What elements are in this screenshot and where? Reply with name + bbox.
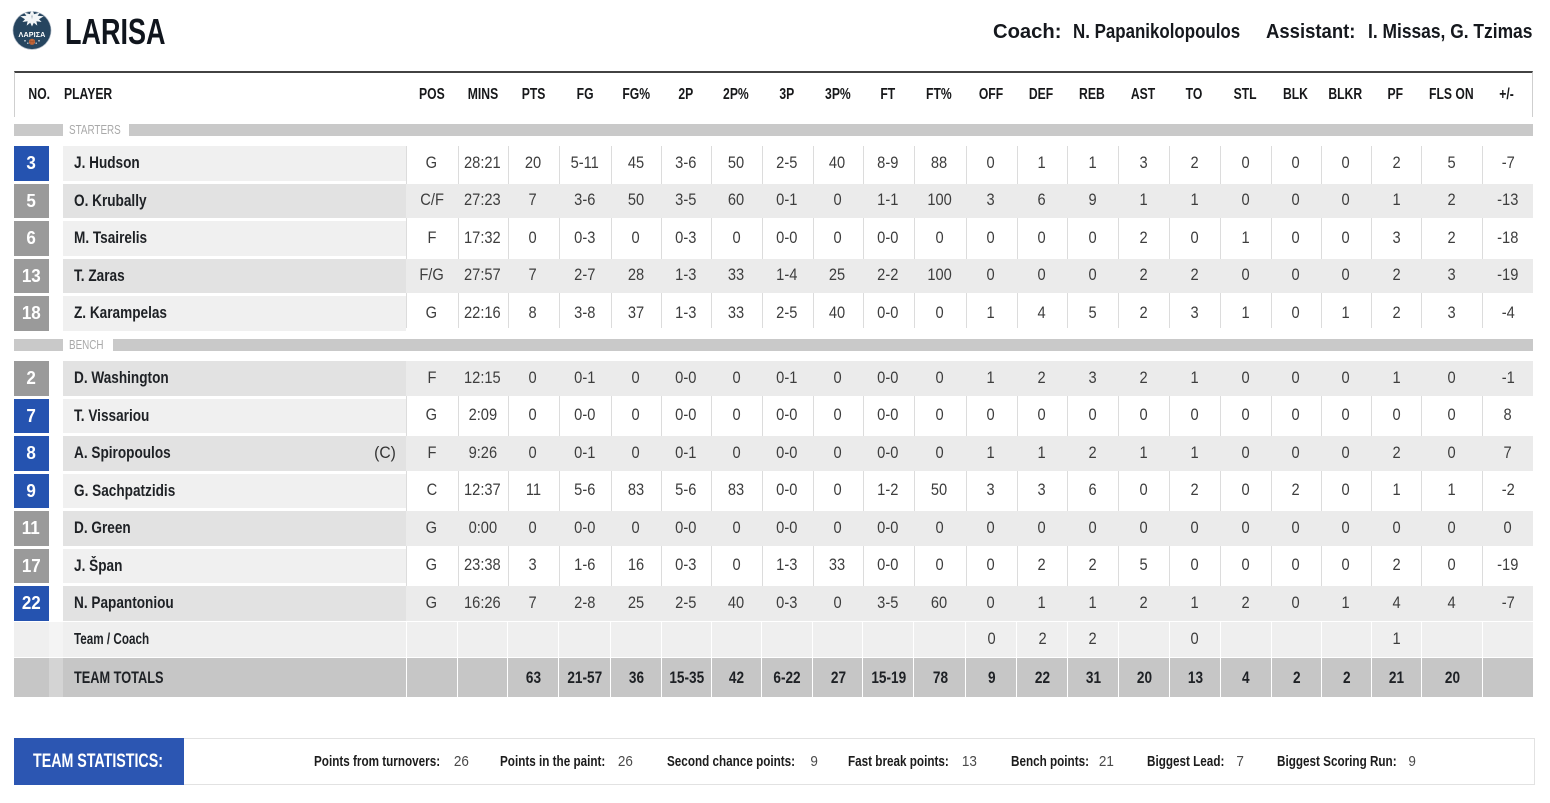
svg-text:ΛΑΡΙΣΑ: ΛΑΡΙΣΑ — [19, 30, 46, 39]
